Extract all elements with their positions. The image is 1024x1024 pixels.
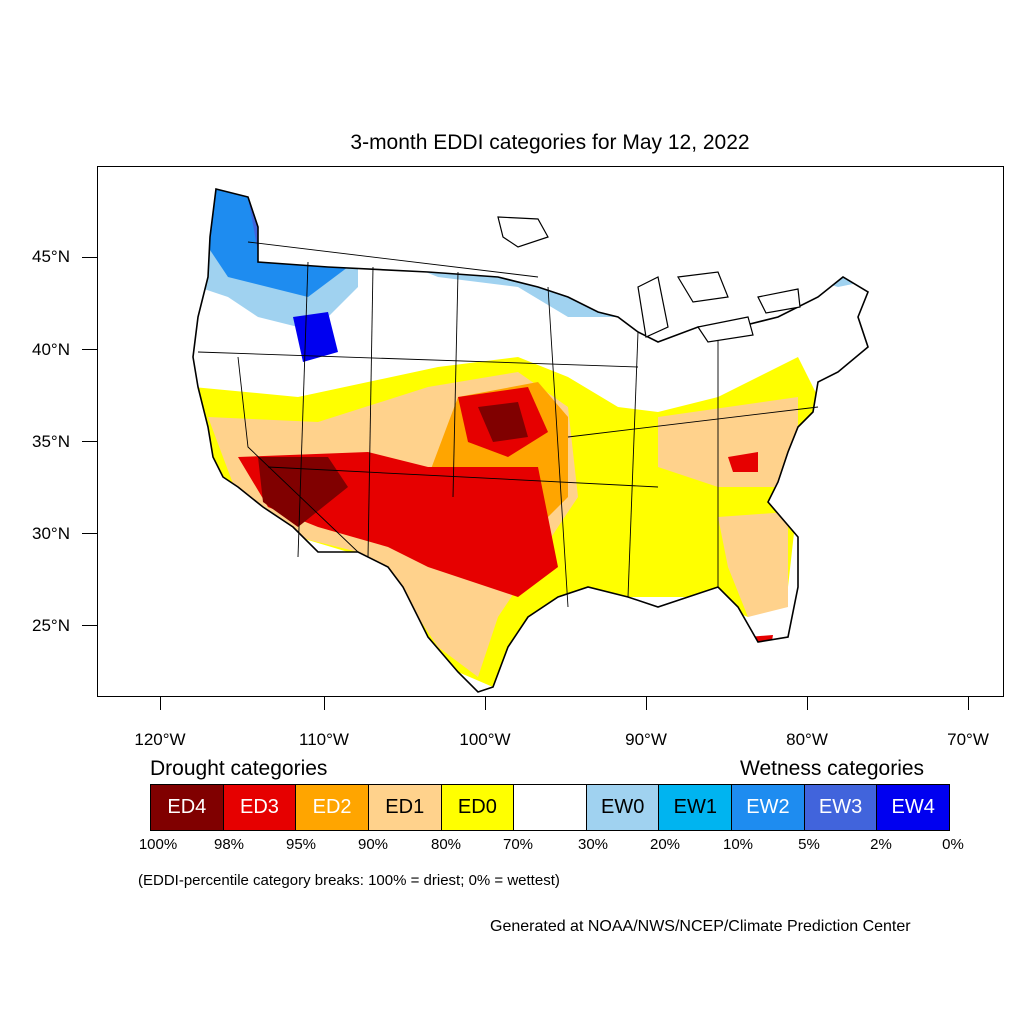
break-label: 70% bbox=[502, 836, 534, 853]
map-panel bbox=[97, 166, 1004, 697]
lat-tick bbox=[82, 441, 97, 442]
break-label: 30% bbox=[577, 836, 609, 853]
lon-label-90w: 90°W bbox=[625, 730, 667, 749]
legend-box-ew3: EW3 bbox=[804, 785, 878, 830]
legend-box-ew4: EW4 bbox=[877, 785, 950, 830]
drought-heading: Drought categories bbox=[150, 757, 328, 780]
break-label: 90% bbox=[357, 836, 389, 853]
break-label: 20% bbox=[649, 836, 681, 853]
lon-label-70w: 70°W bbox=[947, 730, 989, 749]
lon-tick bbox=[160, 697, 161, 710]
lat-tick bbox=[82, 257, 97, 258]
lon-label-120w: 120°W bbox=[134, 730, 186, 749]
break-label: 80% bbox=[430, 836, 462, 853]
break-label: 98% bbox=[213, 836, 245, 853]
lon-label-80w: 80°W bbox=[786, 730, 828, 749]
lat-tick bbox=[82, 533, 97, 534]
lat-label-45n: 45°N bbox=[32, 247, 70, 266]
lat-tick bbox=[82, 625, 97, 626]
lon-label-100w: 100°W bbox=[459, 730, 511, 749]
lon-label-110w: 110°W bbox=[299, 730, 349, 749]
legend-box-ed2: ED2 bbox=[296, 785, 369, 830]
break-label: 95% bbox=[285, 836, 317, 853]
lat-tick bbox=[82, 349, 97, 350]
legend-box-ew1: EW1 bbox=[659, 785, 733, 830]
legend-box-ed0: ED0 bbox=[441, 785, 515, 830]
legend-box-ed3: ED3 bbox=[223, 785, 297, 830]
break-label: 0% bbox=[942, 836, 964, 853]
lon-tick bbox=[485, 697, 486, 710]
legend-box-ed4: ED4 bbox=[151, 785, 224, 830]
legend-box-normal bbox=[514, 785, 587, 830]
lat-label-30n: 30°N bbox=[32, 524, 70, 543]
wetness-heading: Wetness categories bbox=[740, 757, 925, 780]
lon-tick bbox=[324, 697, 325, 710]
break-label: 5% bbox=[798, 836, 820, 853]
break-label: 2% bbox=[870, 836, 892, 853]
break-label: 10% bbox=[722, 836, 754, 853]
map-title: 3-month EDDI categories for May 12, 2022 bbox=[350, 131, 750, 154]
lat-label-40n: 40°N bbox=[32, 340, 70, 359]
lon-tick bbox=[968, 697, 969, 710]
break-label: 100% bbox=[138, 836, 178, 853]
lon-tick bbox=[807, 697, 808, 710]
lat-label-25n: 25°N bbox=[32, 616, 70, 635]
legend-box-ew0: EW0 bbox=[586, 785, 660, 830]
category-note: (EDDI-percentile category breaks: 100% =… bbox=[138, 872, 560, 889]
legend-box-ed1: ED1 bbox=[368, 785, 442, 830]
legend-colorbar: ED4 ED3 ED2 ED1 ED0 EW0 EW1 EW2 EW3 EW4 bbox=[150, 784, 950, 831]
credit-line: Generated at NOAA/NWS/NCEP/Climate Predi… bbox=[490, 918, 911, 935]
eddi-map bbox=[192, 188, 869, 693]
legend-box-ew2: EW2 bbox=[732, 785, 805, 830]
lat-label-35n: 35°N bbox=[32, 432, 70, 451]
lon-tick bbox=[646, 697, 647, 710]
